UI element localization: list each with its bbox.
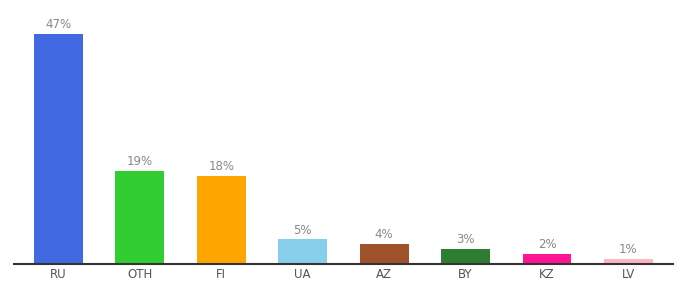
Text: 2%: 2% [538,238,556,251]
Bar [441,249,490,264]
Bar [522,254,571,264]
Text: 1%: 1% [619,243,638,256]
Bar [116,171,165,264]
Text: 47%: 47% [46,18,71,31]
Bar [604,259,653,264]
Bar [197,176,245,264]
Text: 18%: 18% [208,160,234,173]
Text: 19%: 19% [126,155,153,168]
Text: 5%: 5% [294,224,312,236]
Bar [360,244,409,264]
Bar [278,239,327,264]
Bar [34,34,83,264]
Text: 3%: 3% [456,233,475,246]
Text: 4%: 4% [375,228,394,242]
